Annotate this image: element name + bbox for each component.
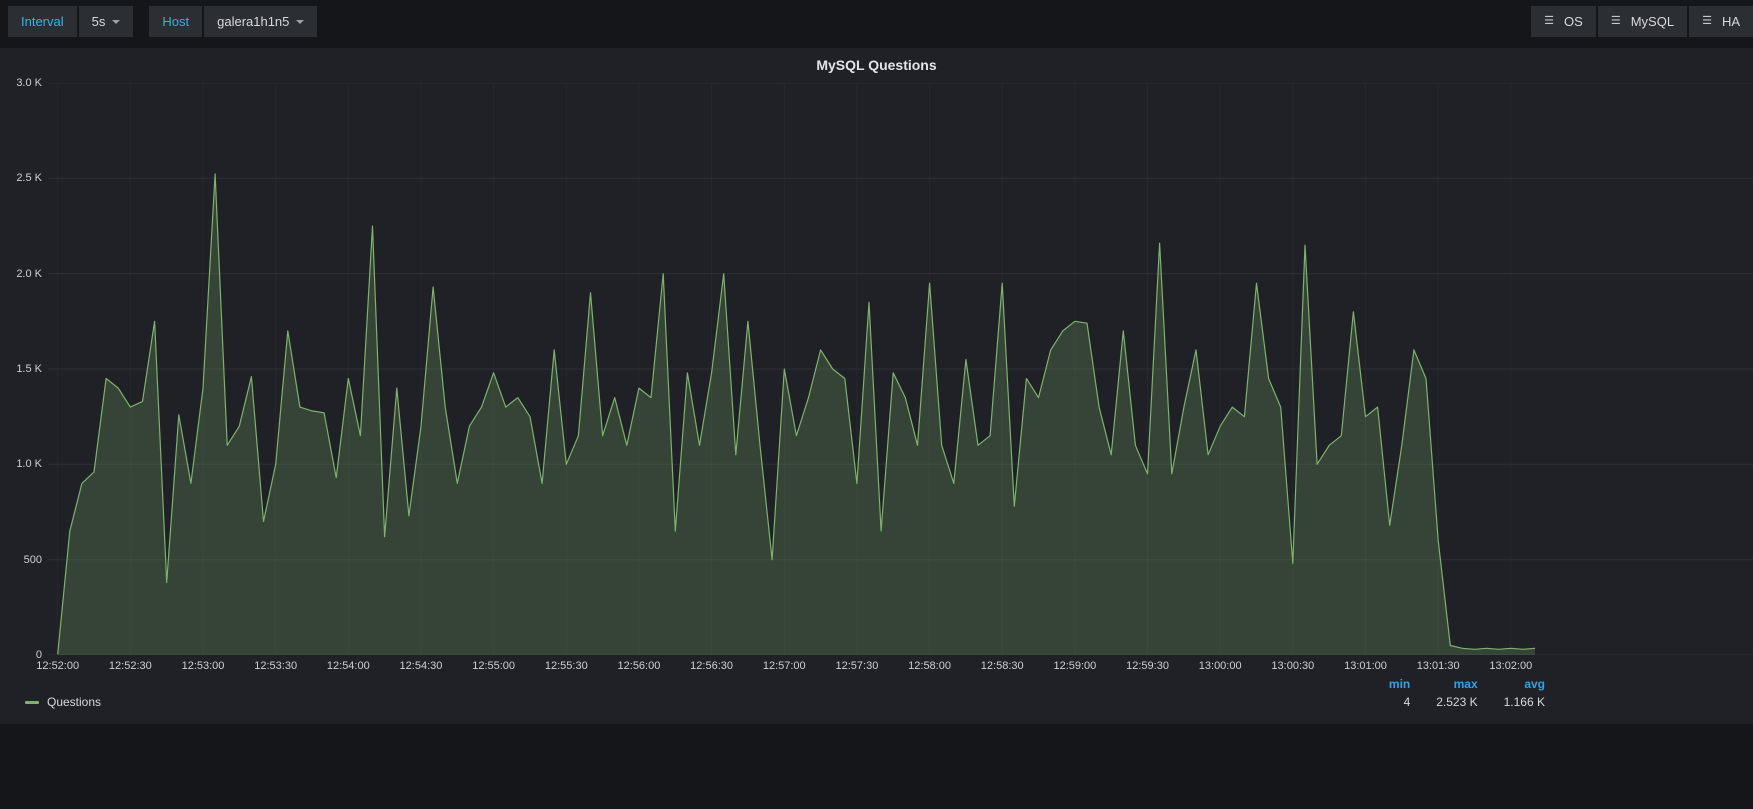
x-tick-label: 12:56:00 (617, 660, 661, 672)
x-tick-label: 13:02:00 (1489, 660, 1533, 672)
x-tick-label: 13:00:00 (1198, 660, 1242, 672)
host-control: Host galera1h1n5 (149, 5, 318, 37)
interval-control: Interval 5s (8, 5, 134, 37)
x-tick-label: 12:58:30 (980, 660, 1024, 672)
stat-avg-header[interactable]: avg (1524, 677, 1545, 691)
x-tick-label: 12:59:00 (1053, 660, 1097, 672)
interval-value: 5s (91, 13, 106, 29)
y-tick-label: 3.0 K (16, 77, 42, 89)
x-tick-label: 12:54:30 (399, 660, 443, 672)
y-tick-label: 0 (35, 649, 42, 661)
y-tick-label: 500 (23, 553, 42, 566)
stat-max: max 2.523 K (1436, 677, 1477, 709)
host-value-dropdown[interactable]: galera1h1n5 (204, 5, 318, 37)
menu-button-os[interactable]: ☰ OS (1531, 5, 1596, 37)
host-value: galera1h1n5 (217, 13, 290, 29)
x-tick-label: 12:57:00 (762, 660, 806, 672)
questions-area-chart[interactable] (48, 83, 1753, 655)
caret-down-icon (112, 20, 121, 24)
menu-button-ha[interactable]: ☰ HA (1689, 5, 1753, 37)
caret-down-icon (296, 20, 305, 24)
x-tick-label: 12:56:30 (690, 660, 734, 672)
stat-min: min 4 (1389, 677, 1410, 709)
stat-max-value: 2.523 K (1436, 695, 1478, 709)
panel-title[interactable]: MySQL Questions (816, 57, 937, 73)
legend-color-swatch (25, 700, 39, 704)
menu-button-os-label: OS (1564, 13, 1583, 29)
legend-stats: min 4 max 2.523 K avg 1.166 K (1389, 677, 1545, 709)
x-tick-label: 13:01:00 (1344, 660, 1387, 672)
dashboard-menus: ☰ OS ☰ MySQL ☰ HA (1531, 5, 1753, 37)
x-tick-label: 13:01:30 (1416, 660, 1460, 672)
menu-icon: ☰ (1544, 14, 1555, 27)
legend-questions[interactable]: Questions (25, 695, 101, 709)
x-tick-label: 12:53:00 (181, 660, 225, 672)
menu-button-mysql[interactable]: ☰ MySQL (1597, 5, 1688, 37)
x-tick-label: 12:55:00 (472, 660, 516, 672)
x-tick-label: 12:54:00 (326, 660, 370, 672)
x-tick-label: 12:53:30 (254, 660, 298, 672)
stat-min-header[interactable]: min (1388, 677, 1411, 691)
legend-label: Questions (47, 695, 102, 709)
host-label-button[interactable]: Host (149, 5, 203, 37)
x-tick-label: 13:00:30 (1271, 660, 1315, 672)
x-tick-label: 12:55:30 (544, 660, 588, 672)
mysql-questions-panel: MySQL Questions 0 500 1.0 K 1.5 K 2.0 K 2.5 K… (0, 48, 1753, 724)
stat-avg: avg 1.166 K (1504, 677, 1545, 709)
x-tick-label: 12:57:30 (835, 660, 879, 672)
menu-button-mysql-label: MySQL (1630, 13, 1675, 29)
menu-button-ha-label: HA (1721, 13, 1740, 29)
stat-min-value: 4 (1403, 695, 1411, 709)
menu-icon: ☰ (1610, 14, 1621, 27)
y-tick-label: 1.0 K (16, 458, 42, 471)
menu-icon: ☰ (1702, 14, 1712, 27)
y-tick-label: 2.0 K (16, 267, 42, 280)
stat-max-header[interactable]: max (1453, 677, 1478, 691)
x-tick-label: 12:52:00 (36, 660, 80, 672)
x-tick-label: 12:59:30 (1126, 660, 1169, 672)
y-tick-label: 2.5 K (16, 172, 42, 185)
interval-value-dropdown[interactable]: 5s (78, 5, 134, 37)
x-tick-label: 12:58:00 (908, 660, 951, 672)
plot-area (48, 83, 1753, 655)
topbar: Interval 5s Host galera1h1n5 ☰ OS ☰ MySQ… (0, 0, 1753, 42)
x-tick-label: 12:52:30 (108, 660, 152, 672)
interval-label-button[interactable]: Interval (8, 5, 77, 37)
stat-avg-value: 1.166 K (1503, 695, 1545, 709)
y-tick-label: 1.5 K (16, 363, 42, 375)
